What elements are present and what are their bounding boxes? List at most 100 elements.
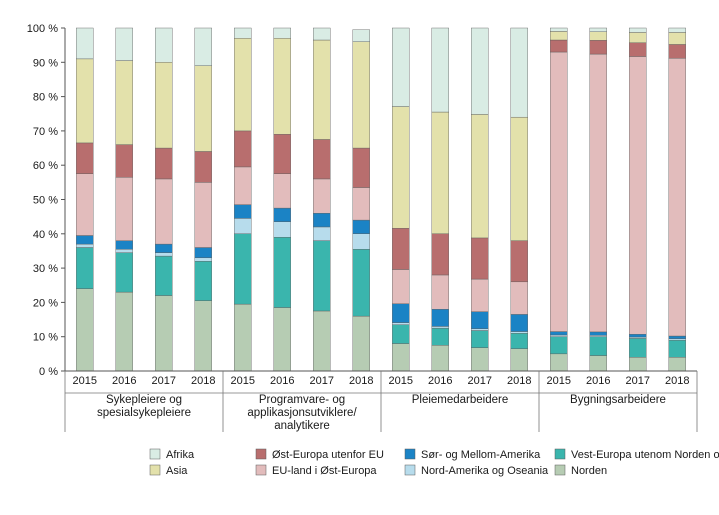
bar-segment-eu-land-i-ost-europa [392,269,410,304]
bar-segment-asia [234,38,252,132]
bar-segment-nord-amerika-og-oseania [194,257,212,262]
bar-segment-norden [471,347,489,372]
bar-segment-nord-amerika-og-oseania [392,322,410,325]
bar-segment-asia [313,39,331,140]
bar-segment-vest-europa-utenom-norden-og-tyrkia [352,249,370,317]
legend-label-nord-amerika-og-oseania: Nord-Amerika og Oseania [421,465,549,477]
legend-label-norden: Norden [571,465,607,477]
bar-segment-asia [629,32,647,43]
bar-segment-eu-land-i-ost-europa [76,173,94,236]
bar-segment-eu-land-i-ost-europa [431,274,449,310]
bar-segment-ost-europa-utenfor-eu [273,134,291,174]
bar-segment-asia [550,31,568,41]
bar-segment-sor-og-mellom-amerika [629,334,647,338]
bar-segment-asia [392,106,410,229]
bar-segment-sor-og-mellom-amerika [194,247,212,259]
bar-segment-sor-og-mellom-amerika [471,311,489,330]
group-label: Pleiemedarbeidere [412,394,509,406]
x-tick-label: 2015 [547,375,571,387]
legend-swatch-asia [149,464,161,476]
bar-segment-asia [194,65,212,152]
bar-segment-vest-europa-utenom-norden-og-tyrkia [629,338,647,358]
bar-segment-eu-land-i-ost-europa [629,56,647,335]
bar-segment-sor-og-mellom-amerika [115,240,133,250]
y-tick-label: 20 % [33,297,58,309]
bar-segment-vest-europa-utenom-norden-og-tyrkia [115,252,133,293]
bar-segment-nord-amerika-og-oseania [155,252,173,257]
bar-segment-asia [352,41,370,149]
x-tick-label: 2018 [191,375,215,387]
bar-segment-afrika [550,27,568,32]
bar-segment-asia [510,116,528,241]
bar-segment-ost-europa-utenfor-eu [668,44,686,59]
bar-segment-nord-amerika-og-oseania [550,334,568,337]
bar-segment-vest-europa-utenom-norden-og-tyrkia [273,237,291,308]
bar-segment-vest-europa-utenom-norden-og-tyrkia [194,261,212,301]
x-tick-label: 2017 [152,375,176,387]
y-tick-label: 0 % [39,366,58,378]
legend-swatch-vest-europa-utenom-norden-og-tyrkia [554,448,566,460]
bar-segment-sor-og-mellom-amerika [76,235,94,245]
bar-segment-norden [629,357,647,372]
legend-label-vest-europa-utenom-norden-og-tyrkia: Vest-Europa utenom Norden og Tyrkia [571,449,719,461]
bar-segment-vest-europa-utenom-norden-og-tyrkia [234,233,252,305]
bar-segment-asia [76,58,94,144]
bar-segment-norden [234,303,252,372]
bar-segment-nord-amerika-og-oseania [629,336,647,339]
bar-segment-eu-land-i-ost-europa [313,178,331,214]
bar-segment-afrika [313,27,331,41]
bar-segment-afrika [115,27,133,61]
bar-segment-asia [155,62,173,149]
x-tick-label: 2015 [231,375,255,387]
legend-label-eu-land-i-ost-europa: EU-land i Øst-Europa [272,465,377,477]
legend-swatch-nord-amerika-og-oseania [404,464,416,476]
bar-segment-afrika [392,27,410,107]
bar-segment-afrika [629,27,647,33]
bar-segment-nord-amerika-og-oseania [510,331,528,334]
bar-segment-norden [352,315,370,372]
bar-segment-asia [273,38,291,135]
y-tick-label: 40 % [33,229,58,241]
bar-segment-afrika [668,27,686,33]
legend-label-asia: Asia [166,465,188,477]
legend-swatch-eu-land-i-ost-europa [255,464,267,476]
bar-segment-nord-amerika-og-oseania [234,218,252,235]
bar-segment-norden [668,357,686,372]
x-tick-label: 2016 [586,375,610,387]
bar-segment-norden [313,310,331,372]
group-label: Sykepleiere og spesialsykepleiere [97,394,191,419]
bar-segment-nord-amerika-og-oseania [589,335,607,337]
bar-segment-norden [550,353,568,372]
labels-layer: 2015 2016 2017 2018 2015 2016 2017 2018 2015 2016… [27,23,690,432]
bar-segment-ost-europa-utenfor-eu [234,130,252,168]
bar-segment-nord-amerika-og-oseania [352,233,370,250]
bar-segment-sor-og-mellom-amerika [155,243,173,253]
bar-segment-norden [589,355,607,372]
legend-swatch-afrika [149,448,161,460]
legend-label-afrika: Afrika [166,449,195,461]
y-tick-label: 60 % [33,160,58,172]
bar-segment-ost-europa-utenfor-eu [431,233,449,276]
x-tick-label: 2018 [349,375,373,387]
bar-segment-vest-europa-utenom-norden-og-tyrkia [431,327,449,346]
bar-segment-nord-amerika-og-oseania [668,338,686,341]
axes-layer [61,27,698,432]
bar-segment-eu-land-i-ost-europa [589,53,607,333]
x-tick-label: 2017 [468,375,492,387]
bar-segment-norden [273,307,291,372]
y-tick-label: 10 % [33,332,58,344]
bar-segment-afrika [352,29,370,42]
x-tick-label: 2016 [428,375,452,387]
bar-segment-afrika [234,27,252,39]
group-label: Programvare- og applikasjonsutviklere/ana… [247,394,357,432]
bar-segment-nord-amerika-og-oseania [115,249,133,253]
bar-segment-afrika [273,27,291,39]
bar-segment-asia [471,114,489,239]
legend-swatch-ost-europa-utenfor-eu [255,448,267,460]
y-tick-label: 90 % [33,57,58,69]
x-tick-label: 2018 [665,375,689,387]
bar-segment-sor-og-mellom-amerika [668,335,686,339]
bar-segment-afrika [510,27,528,118]
